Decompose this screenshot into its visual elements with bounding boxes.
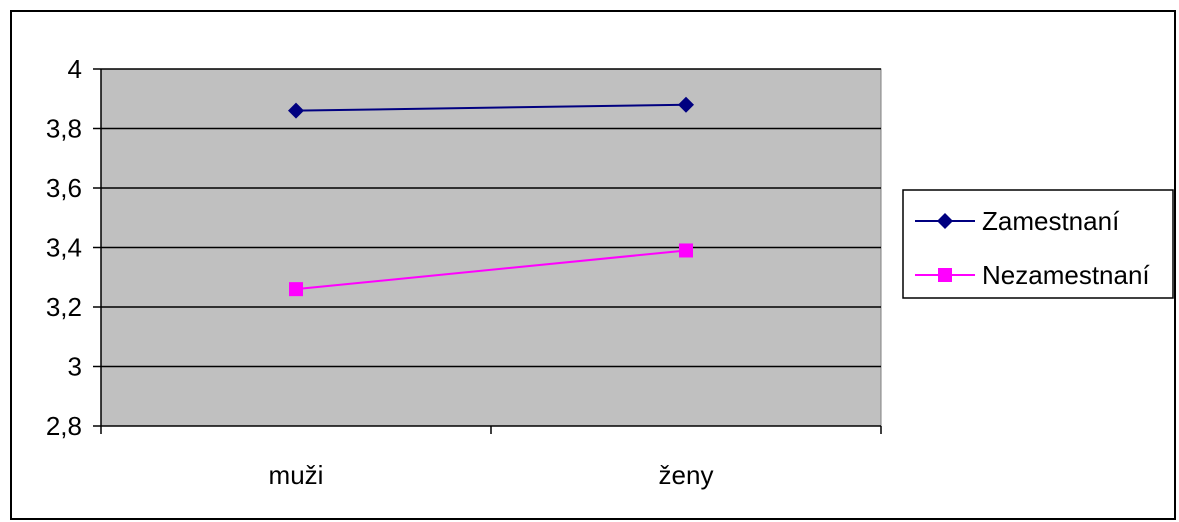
data-point — [289, 282, 303, 297]
data-point — [678, 96, 694, 113]
data-point — [679, 243, 693, 258]
legend-item: Nezamestnaní — [915, 260, 1150, 290]
legend-marker — [938, 268, 952, 282]
x-axis — [100, 425, 882, 434]
legend-marker — [937, 213, 953, 229]
grid-lines — [101, 68, 881, 368]
legend-label: Nezamestnaní — [982, 260, 1150, 290]
series-layer — [288, 96, 694, 297]
y-axis — [93, 68, 102, 427]
legend-label: Zamestnaní — [982, 206, 1120, 236]
series-2 — [289, 243, 693, 297]
y-tick-label: 4 — [68, 54, 82, 84]
y-tick-label: 2,8 — [46, 411, 82, 441]
series-1 — [288, 96, 694, 119]
legend-item: Zamestnaní — [915, 206, 1120, 236]
series-line — [295, 249, 687, 291]
y-tick-label: 3,6 — [46, 173, 82, 203]
legend: Zamestnaní Nezamestnaní — [902, 189, 1174, 299]
y-tick-label: 3,8 — [46, 114, 82, 144]
y-tick-label: 3,4 — [46, 233, 82, 263]
y-tick-labels: 4 3,8 3,6 3,4 3,2 3 2,8 — [46, 54, 82, 441]
data-point — [288, 102, 304, 119]
series-line — [295, 103, 687, 112]
y-tick-label: 3 — [68, 352, 82, 382]
x-tick-label: ženy — [659, 460, 714, 490]
x-tick-label: muži — [269, 460, 324, 490]
x-tick-labels: muži ženy — [269, 460, 714, 490]
y-tick-label: 3,2 — [46, 292, 82, 322]
